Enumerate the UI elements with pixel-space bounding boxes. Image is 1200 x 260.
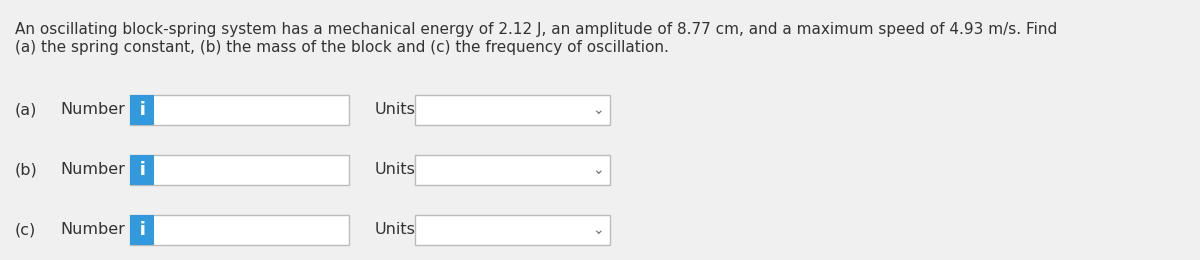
Text: Units: Units (374, 162, 416, 178)
Bar (130, 215, 349, 245)
Bar (130, 155, 154, 185)
Bar (130, 95, 349, 125)
Bar (130, 215, 154, 245)
Text: i: i (139, 221, 145, 239)
Text: ⌄: ⌄ (592, 223, 604, 237)
Bar (130, 155, 349, 185)
Text: Number: Number (60, 102, 125, 118)
Text: (a): (a) (14, 102, 37, 118)
Bar (130, 95, 154, 125)
Text: An oscillating block-spring system has a mechanical energy of 2.12 J, an amplitu: An oscillating block-spring system has a… (14, 22, 1057, 37)
Bar (415, 215, 610, 245)
Bar (415, 155, 610, 185)
Text: (a) the spring constant, (b) the mass of the block and (c) the frequency of osci: (a) the spring constant, (b) the mass of… (14, 40, 668, 55)
Text: Number: Number (60, 162, 125, 178)
Text: Units: Units (374, 223, 416, 237)
Text: (b): (b) (14, 162, 37, 178)
Text: i: i (139, 101, 145, 119)
Text: Units: Units (374, 102, 416, 118)
Text: Number: Number (60, 223, 125, 237)
Text: i: i (139, 221, 145, 239)
Text: i: i (139, 161, 145, 179)
Text: (c): (c) (14, 223, 36, 237)
Text: i: i (139, 161, 145, 179)
Bar (130, 215, 154, 245)
Bar (415, 95, 610, 125)
Bar (130, 155, 154, 185)
Bar (130, 95, 154, 125)
Text: i: i (139, 101, 145, 119)
Text: ⌄: ⌄ (592, 103, 604, 117)
Text: ⌄: ⌄ (592, 163, 604, 177)
